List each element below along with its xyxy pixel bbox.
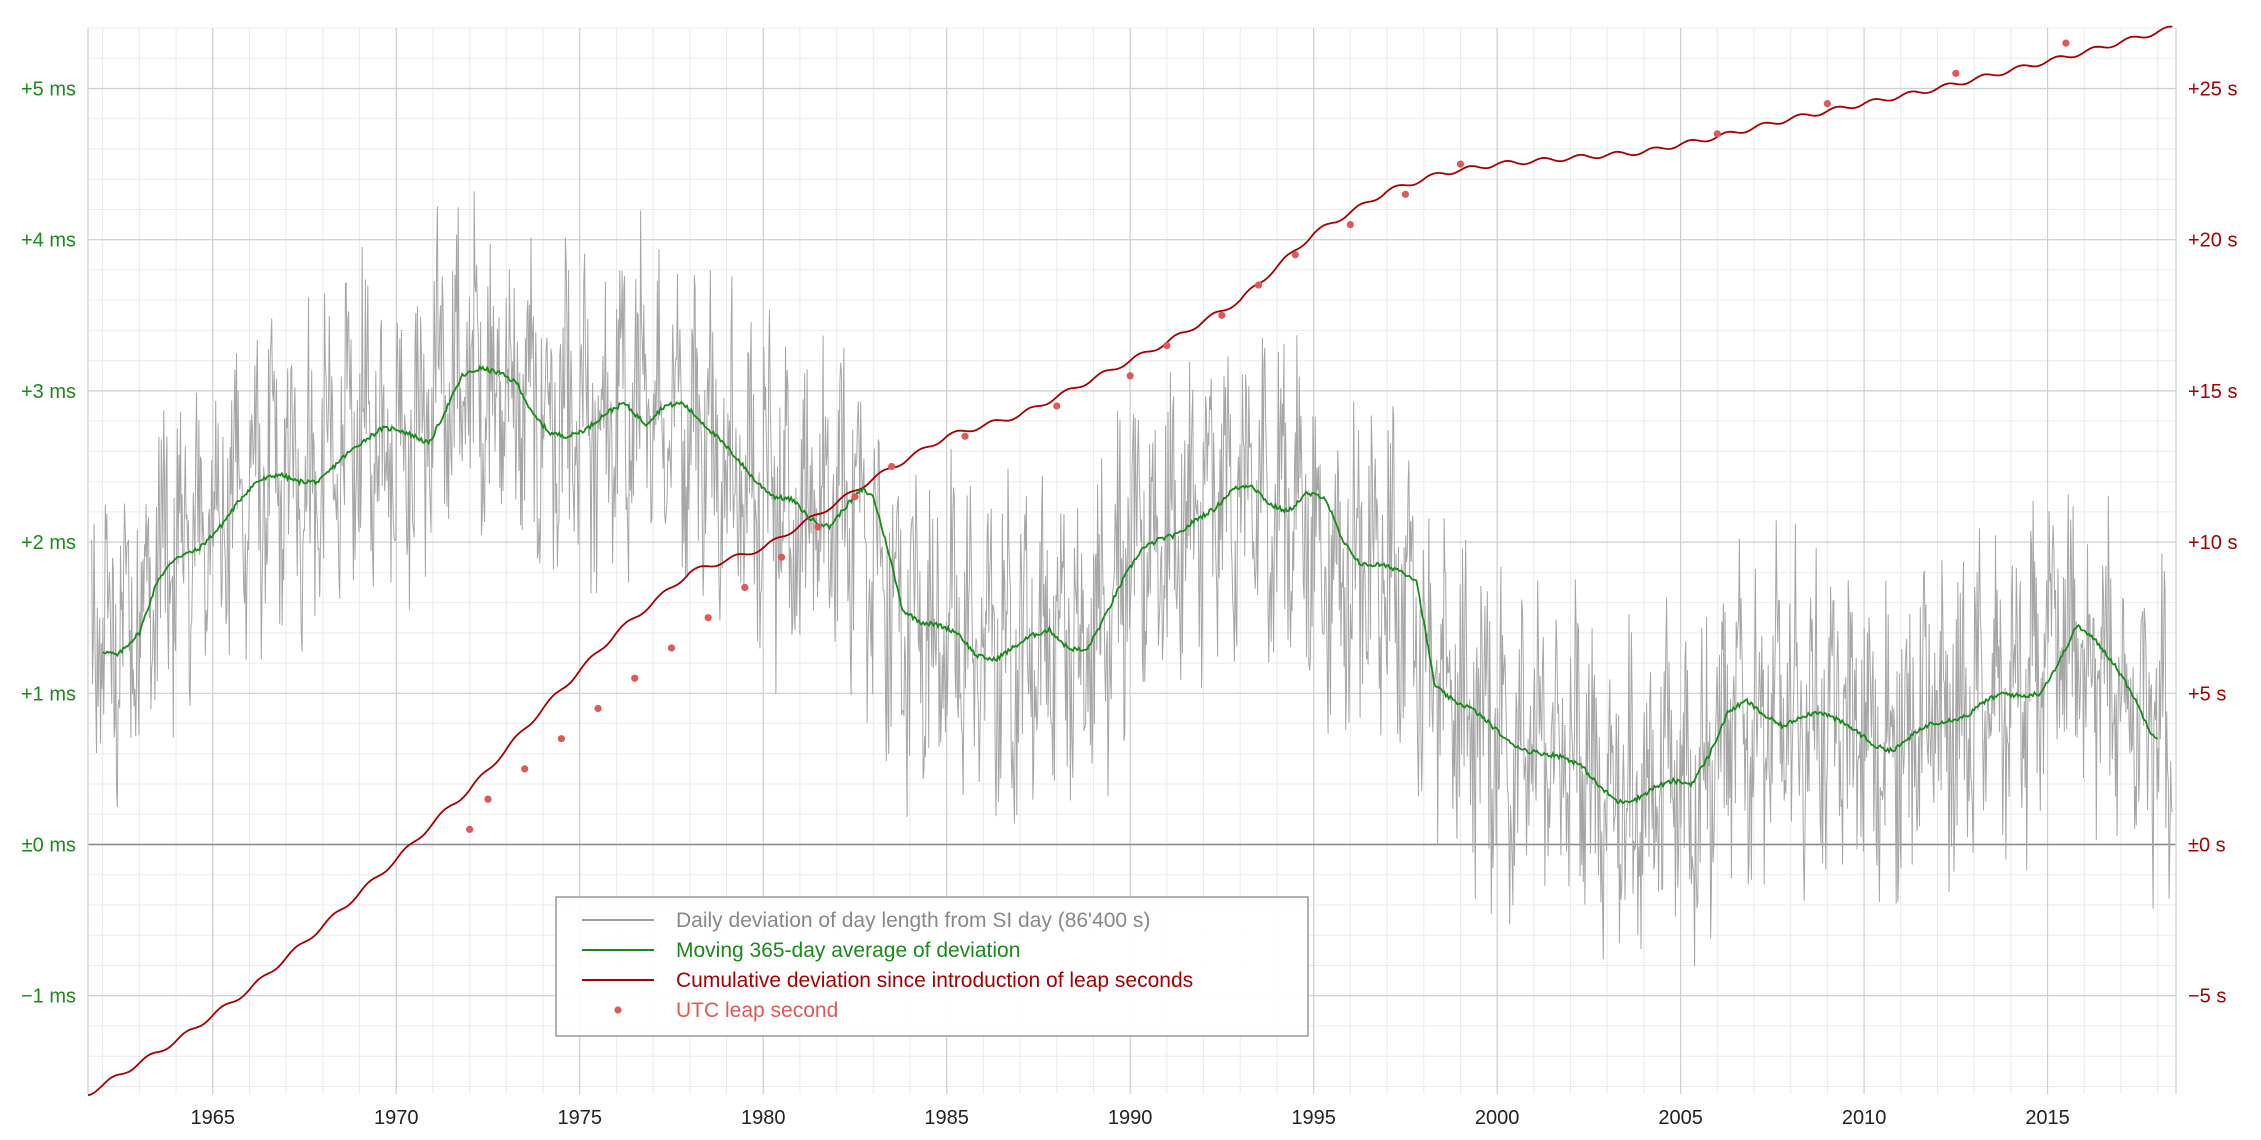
x-tick-label: 1985 xyxy=(924,1107,969,1129)
x-axis-ticks: 1965 1970 1975 1980 1985 1990 1995 2000 2005 2010… xyxy=(191,1107,2070,1129)
x-tick-label: 1980 xyxy=(741,1107,786,1129)
leap-second-point xyxy=(466,825,474,833)
legend-entry-label: UTC leap second xyxy=(676,999,838,1022)
moving-average-series xyxy=(102,364,2159,805)
right-axis-ticks: −5 s ±0 s +5 s +10 s +15 s +20 s +25 s xyxy=(2188,78,2237,1007)
leap-second-point xyxy=(814,523,822,531)
legend-dot-marker xyxy=(614,1006,622,1014)
left-tick-label: +3 ms xyxy=(21,381,76,403)
x-tick-label: 1975 xyxy=(557,1107,602,1129)
leap-second-point xyxy=(1713,130,1721,138)
leap-second-point xyxy=(1823,100,1831,108)
right-tick-label: +5 s xyxy=(2188,683,2226,705)
right-tick-label: −5 s xyxy=(2188,986,2226,1008)
left-tick-label: +2 ms xyxy=(21,532,76,554)
leap-second-point xyxy=(777,553,786,561)
x-tick-label: 1990 xyxy=(1108,1107,1153,1129)
x-tick-label: 1970 xyxy=(374,1107,419,1129)
leap-second-point xyxy=(1952,69,1960,77)
left-tick-label: +5 ms xyxy=(21,78,76,100)
left-tick-label: −1 ms xyxy=(21,986,76,1008)
left-tick-label: ±0 ms xyxy=(22,835,76,857)
leap-second-point xyxy=(1163,341,1171,350)
leap-second-point xyxy=(1456,160,1465,168)
leap-second-point xyxy=(704,614,712,622)
left-tick-label: +1 ms xyxy=(21,683,76,705)
right-tick-label: +10 s xyxy=(2188,532,2237,554)
leap-second-point xyxy=(557,735,565,743)
leap-second-point xyxy=(888,462,896,471)
leap-second-point xyxy=(1401,190,1409,198)
leap-second-points xyxy=(466,39,2070,833)
leap-second-point xyxy=(521,765,529,773)
left-axis-ticks: −1 ms ±0 ms +1 ms +2 ms +3 ms +4 ms +5 ms xyxy=(21,78,76,1007)
plot-frame xyxy=(87,28,2177,1094)
leap-second-point xyxy=(741,583,749,592)
leap-second-point xyxy=(631,674,639,682)
legend: Daily deviation of day length from SI da… xyxy=(555,896,1309,1037)
x-tick-label: 2015 xyxy=(2025,1107,2070,1129)
leap-second-point xyxy=(594,704,602,713)
x-tick-label: 2005 xyxy=(1658,1107,1703,1129)
right-tick-label: +20 s xyxy=(2188,230,2237,252)
legend-entry-label: Cumulative deviation since introduction … xyxy=(676,969,1193,992)
legend-entry-label: Daily deviation of day length from SI da… xyxy=(676,909,1150,932)
moving-average-line xyxy=(102,364,2159,805)
right-tick-label: +15 s xyxy=(2188,381,2237,403)
leap-second-point xyxy=(667,644,676,652)
legend-entry-label: Moving 365-day average of deviation xyxy=(676,939,1020,962)
leap-second-point xyxy=(1346,220,1354,229)
left-tick-label: +4 ms xyxy=(21,230,76,252)
x-tick-label: 1995 xyxy=(1291,1107,1336,1129)
daily-deviation-line xyxy=(91,191,2173,967)
leap-second-point xyxy=(1053,402,1061,410)
cumulative-deviation-series xyxy=(87,25,2173,1097)
daily-deviation-series xyxy=(91,191,2173,967)
leap-second-point xyxy=(1218,311,1226,319)
legend-box xyxy=(555,896,1309,1037)
leap-second-point xyxy=(2062,39,2070,47)
leap-second-point xyxy=(1255,281,1263,289)
leap-second-point xyxy=(1291,251,1299,259)
x-tick-label: 2010 xyxy=(1842,1107,1887,1129)
leap-second-point xyxy=(961,432,969,440)
leap-second-point xyxy=(1126,372,1134,380)
x-tick-label: 1965 xyxy=(191,1107,236,1129)
cumulative-deviation-line xyxy=(87,25,2173,1097)
x-tick-label: 2000 xyxy=(1475,1107,1520,1129)
right-tick-label: +25 s xyxy=(2188,78,2237,100)
right-tick-label: ±0 s xyxy=(2188,835,2226,857)
leap-second-point xyxy=(851,493,859,501)
leap-second-point xyxy=(484,795,492,803)
